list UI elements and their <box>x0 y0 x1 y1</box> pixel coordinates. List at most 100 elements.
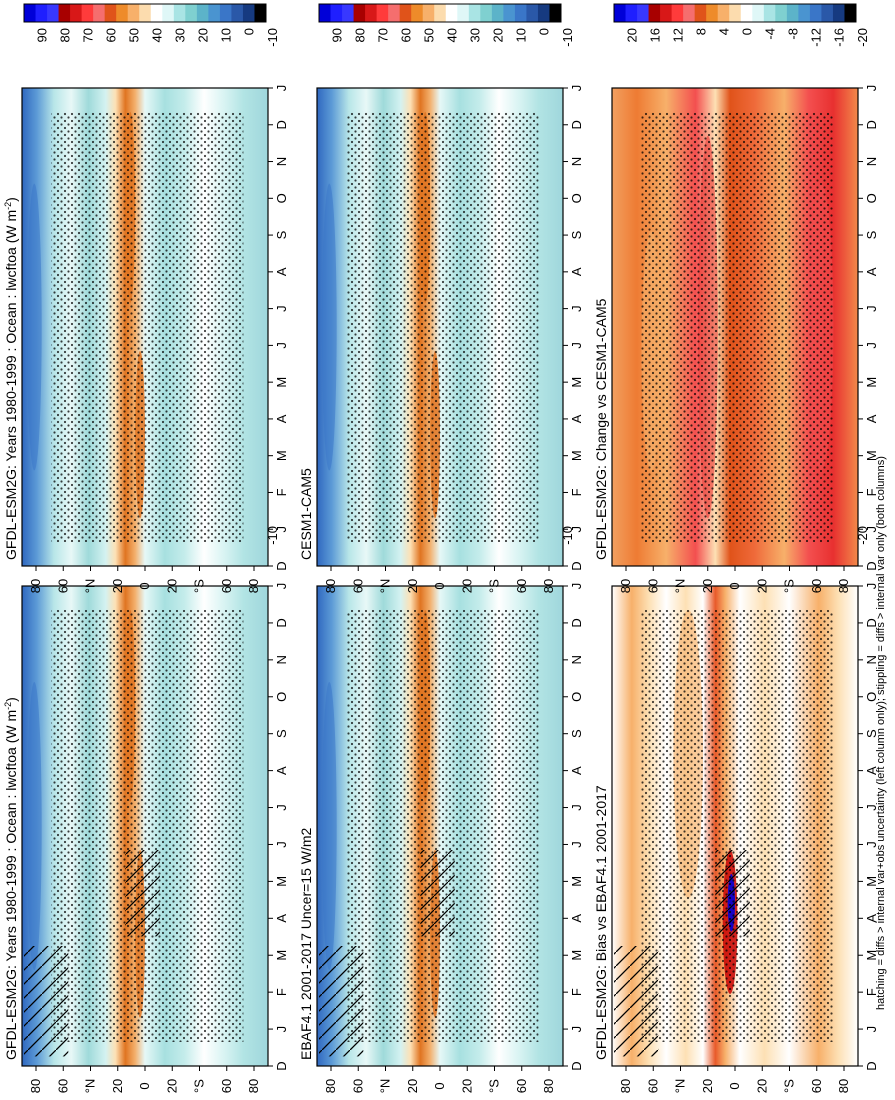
stippling-overlay <box>51 111 244 543</box>
colorbar-label: 20 <box>196 28 211 42</box>
title-end: ) <box>3 697 19 702</box>
lat-tick-label: °S <box>782 1079 797 1093</box>
hatching-overlay <box>614 946 659 1057</box>
lat-tick-label: 0 <box>137 1082 152 1089</box>
month-tick-label: J <box>864 85 879 92</box>
colorbar-label: 90 <box>329 28 344 42</box>
lat-tick-label: 80 <box>323 1079 338 1093</box>
colorbar-label: 60 <box>103 28 118 42</box>
stippling-overlay <box>346 111 539 543</box>
month-tick-label: J <box>569 841 584 848</box>
colorbar-swatch <box>150 4 163 22</box>
colorbar-swatch <box>185 4 198 22</box>
colorbar-swatch <box>231 4 244 22</box>
month-tick-label: D <box>274 120 289 129</box>
month-tick-label: M <box>864 377 879 388</box>
month-tick-label: S <box>864 230 879 239</box>
month-tick-label: A <box>864 267 879 276</box>
month-tick-label: J <box>569 1026 584 1033</box>
colorbar-swatch <box>637 4 650 22</box>
panel-title: GFDL-ESM2G: Bias vs EBAF4.1 2001-2017 <box>593 785 609 1060</box>
colorbar-label: 40 <box>445 28 460 42</box>
month-tick-label: M <box>569 876 584 887</box>
month-tick-label: J <box>569 85 584 92</box>
lat-tick-label: 20 <box>459 579 474 593</box>
colorbar-swatch <box>47 4 60 22</box>
lat-tick-label: °N <box>673 579 688 594</box>
colorbar-swatch <box>763 4 776 22</box>
month-tick-label: M <box>569 450 584 461</box>
colorbar-swatch <box>832 4 845 22</box>
colorbar-swatch <box>208 4 221 22</box>
colorbar-swatch <box>434 4 447 22</box>
colorbar-swatch <box>683 4 696 22</box>
colorbar-swatch <box>219 4 232 22</box>
lat-tick-label: 20 <box>405 1079 420 1093</box>
colorbar-label: 30 <box>468 28 483 42</box>
month-tick-label: J <box>274 841 289 848</box>
stippling-overlay <box>51 610 244 1042</box>
lat-tick-label: °S <box>782 579 797 593</box>
colorbar-swatch <box>717 4 730 22</box>
month-tick-label: J <box>864 1026 879 1033</box>
hatching-overlay <box>125 850 160 937</box>
month-tick-label: M <box>864 950 879 961</box>
month-tick-label: J <box>864 526 879 533</box>
lat-tick-label: 0 <box>432 1082 447 1089</box>
colorbar-frame <box>613 3 857 23</box>
colorbar: 90 80 70 60 50 40 30 20 10 0 -10 <box>318 3 575 47</box>
month-tick-label: J <box>274 804 289 811</box>
lat-tick-label: 60 <box>809 579 824 593</box>
panel-middle-right: 80 60 °N 20 0 20 °S 60 80 D J F M A M J J A S O N D J CESM1-CAM… <box>298 3 584 593</box>
month-tick-label: D <box>864 1061 879 1070</box>
colorbar-swatch <box>116 4 129 22</box>
colorbar-swatch <box>514 4 527 22</box>
colorbar-label: -8 <box>786 28 801 40</box>
colorbar-label: 70 <box>80 28 95 42</box>
colorbar-swatch <box>254 4 267 22</box>
lat-tick-label: 20 <box>110 1079 125 1093</box>
lat-tick-label: 0 <box>727 1082 742 1089</box>
month-tick-label: N <box>864 655 879 664</box>
month-tick-label: J <box>864 804 879 811</box>
lat-tick-label: 60 <box>809 1079 824 1093</box>
month-tick-label: F <box>864 488 879 496</box>
colorbar-swatch <box>388 4 401 22</box>
hatching-overlay <box>319 946 364 1057</box>
lat-tick-label: 80 <box>28 1079 43 1093</box>
month-tick-label: O <box>274 193 289 203</box>
month-tick-label: O <box>864 692 879 702</box>
month-tick-label: M <box>864 450 879 461</box>
lat-tick-label: 0 <box>727 582 742 589</box>
colorbar-label: -20 <box>855 28 870 47</box>
month-tick-label: J <box>864 342 879 349</box>
colorbar-swatch <box>35 4 48 22</box>
month-tick-label: N <box>864 157 879 166</box>
lat-tick-label: 20 <box>405 579 420 593</box>
month-tick-label: D <box>569 1061 584 1070</box>
colorbar-swatches <box>319 4 562 22</box>
lat-tick-label: 80 <box>836 579 851 593</box>
month-tick-label: S <box>569 230 584 239</box>
lat-tick-label: 60 <box>55 579 70 593</box>
colorbar-label: 4 <box>716 28 731 35</box>
colorbar-swatch <box>671 4 684 22</box>
hatching-overlay <box>24 946 69 1057</box>
lat-tick-label: 20 <box>164 1079 179 1093</box>
colorbar-label: -16 <box>832 28 847 47</box>
colorbar-swatch <box>625 4 638 22</box>
colorbar-swatch <box>648 4 661 22</box>
lat-tick-label: 0 <box>137 582 152 589</box>
colorbar-label: 50 <box>421 28 436 42</box>
panel-bottom-right: 80 60 °N 20 0 20 °S 60 80DJFMAMJJASONDJGFDL-ESM2… <box>593 3 879 594</box>
lat-tick-label: 60 <box>645 579 660 593</box>
month-tick-label: A <box>864 766 879 775</box>
colorbar-label: 20 <box>624 28 639 42</box>
month-tick-label: J <box>864 583 879 590</box>
colorbar-swatch <box>376 4 389 22</box>
lat-tick-label: 80 <box>836 1079 851 1093</box>
colorbar-swatch <box>422 4 435 22</box>
month-tick-label: O <box>569 692 584 702</box>
lat-tick-label: 80 <box>323 579 338 593</box>
